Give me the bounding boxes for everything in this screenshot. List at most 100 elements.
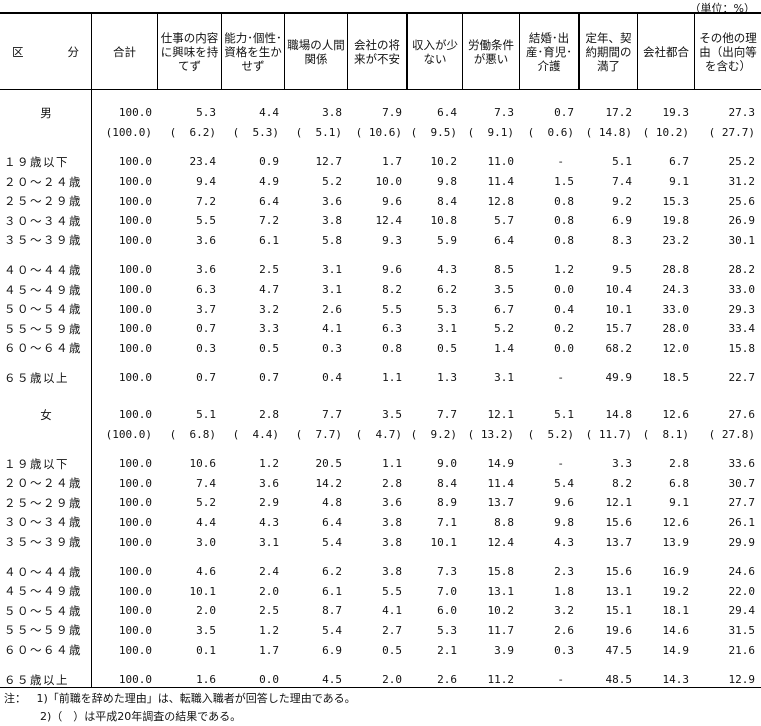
cell: 0.9 [259, 155, 279, 169]
cell: 7.7 [437, 408, 457, 422]
cell: 8.9 [437, 496, 457, 510]
cell: 29.9 [728, 535, 756, 549]
cell: 19.3 [662, 106, 690, 120]
cell: 3.1 [259, 535, 279, 549]
cell: ( 13.2) [467, 427, 514, 441]
table-row: ３５～３９歳 100.0 3.0 3.1 5.4 3.8 10.1 12.4 4.3 13.7 13… [0, 532, 761, 552]
cell: 23.2 [662, 233, 690, 247]
row-label: ２０～２４歳 [4, 476, 82, 491]
cell: 10.0 [375, 175, 403, 189]
cell: - [557, 457, 564, 471]
cell: 0.4 [554, 302, 574, 316]
cell: 6.9 [322, 643, 342, 657]
row-label: ５０～５４歳 [4, 302, 82, 317]
cell: 100.0 [118, 322, 152, 336]
cell: 0.8 [554, 233, 574, 247]
cell: 19.2 [662, 584, 690, 598]
cell: ( 14.8) [585, 125, 632, 139]
cell: 12.4 [487, 535, 515, 549]
cell: 22.7 [728, 371, 756, 385]
cell: 3.6 [196, 263, 216, 277]
cell: 2.0 [259, 584, 279, 598]
cell: 2.8 [669, 457, 689, 471]
cell: 9.6 [382, 194, 402, 208]
cell: 6.4 [322, 515, 342, 529]
cell: 10.6 [189, 457, 217, 471]
cell: 100.0 [118, 673, 152, 687]
cell: 15.8 [728, 341, 756, 355]
cell: 6.8 [669, 476, 689, 490]
cell: 3.6 [382, 496, 402, 510]
cell: 2.4 [259, 565, 279, 579]
cell: 3.3 [612, 457, 632, 471]
cell: 1.2 [554, 263, 574, 277]
cell: 100.0 [118, 194, 152, 208]
table-row: ６０～６４歳 100.0 0.1 1.7 6.9 0.5 2.1 3.9 0.3 47.5 14.9… [0, 640, 761, 660]
cell: 100.0 [118, 341, 152, 355]
cell: 12.4 [375, 214, 403, 228]
cell: 5.9 [437, 233, 457, 247]
table-row: ４５～４９歳 100.0 10.1 2.0 6.1 5.5 7.0 13.1 1.8 13.1 19… [0, 581, 761, 601]
cell: 5.5 [196, 214, 216, 228]
cell: ( 9.5) [410, 125, 457, 139]
header-col-2: 能力･個性･資格を生かせず [222, 14, 285, 89]
cell: 1.7 [259, 643, 279, 657]
cell: 11.0 [487, 155, 515, 169]
cell: 0.7 [554, 106, 574, 120]
cell: 7.7 [322, 408, 342, 422]
cell: 12.6 [662, 408, 690, 422]
cell: 5.7 [494, 214, 514, 228]
cell: 100.0 [118, 283, 152, 297]
cell: ( 11.7) [585, 427, 632, 441]
cell: 6.4 [437, 106, 457, 120]
cell: 8.2 [382, 283, 402, 297]
cell: 49.9 [605, 371, 633, 385]
cell: 3.5 [494, 283, 514, 297]
cell: 13.1 [487, 584, 515, 598]
cell: 7.4 [196, 476, 216, 490]
cell: 48.5 [605, 673, 633, 687]
row-label: ５５～５９歳 [4, 321, 82, 336]
cell: 4.3 [259, 515, 279, 529]
cell: 0.5 [437, 341, 457, 355]
cell: 15.1 [605, 604, 633, 618]
cell: 2.8 [259, 408, 279, 422]
header-kubun: 区 分 [0, 14, 92, 89]
cell: 3.8 [382, 565, 402, 579]
cell: 5.3 [437, 302, 457, 316]
cell: 16.9 [662, 565, 690, 579]
cell: 2.6 [437, 673, 457, 687]
cell: 2.5 [259, 604, 279, 618]
cell: 100.0 [118, 175, 152, 189]
cell: 100.0 [118, 263, 152, 277]
cell: 12.9 [728, 673, 756, 687]
cell: 4.8 [322, 496, 342, 510]
cell: 24.6 [728, 565, 756, 579]
cell: 2.0 [196, 604, 216, 618]
cell: 100.0 [118, 535, 152, 549]
row-label: 男 [40, 105, 52, 120]
cell: 7.4 [612, 175, 632, 189]
header-col-4: 会社の将来が不安 [348, 14, 408, 89]
cell: 0.0 [554, 283, 574, 297]
cell: ( 5.1) [295, 125, 342, 139]
cell: ( 9.2) [410, 427, 457, 441]
cell: 3.8 [382, 515, 402, 529]
cell: 3.2 [259, 302, 279, 316]
cell: 10.8 [430, 214, 458, 228]
cell: 9.6 [382, 263, 402, 277]
row-spacer [0, 444, 761, 454]
cell: 4.3 [554, 535, 574, 549]
cell: 6.4 [259, 194, 279, 208]
cell: 100.0 [118, 623, 152, 637]
cell: 1.6 [196, 673, 216, 687]
cell: 4.4 [259, 106, 279, 120]
cell: 2.6 [322, 302, 342, 316]
header-col-5: 収入が少ない [408, 14, 463, 89]
row-label: ４５～４９歳 [4, 584, 82, 599]
cell: 10.1 [189, 584, 217, 598]
cell: 3.6 [196, 233, 216, 247]
cell: 19.6 [605, 623, 633, 637]
cell: 6.1 [259, 233, 279, 247]
cell: 5.1 [196, 408, 216, 422]
